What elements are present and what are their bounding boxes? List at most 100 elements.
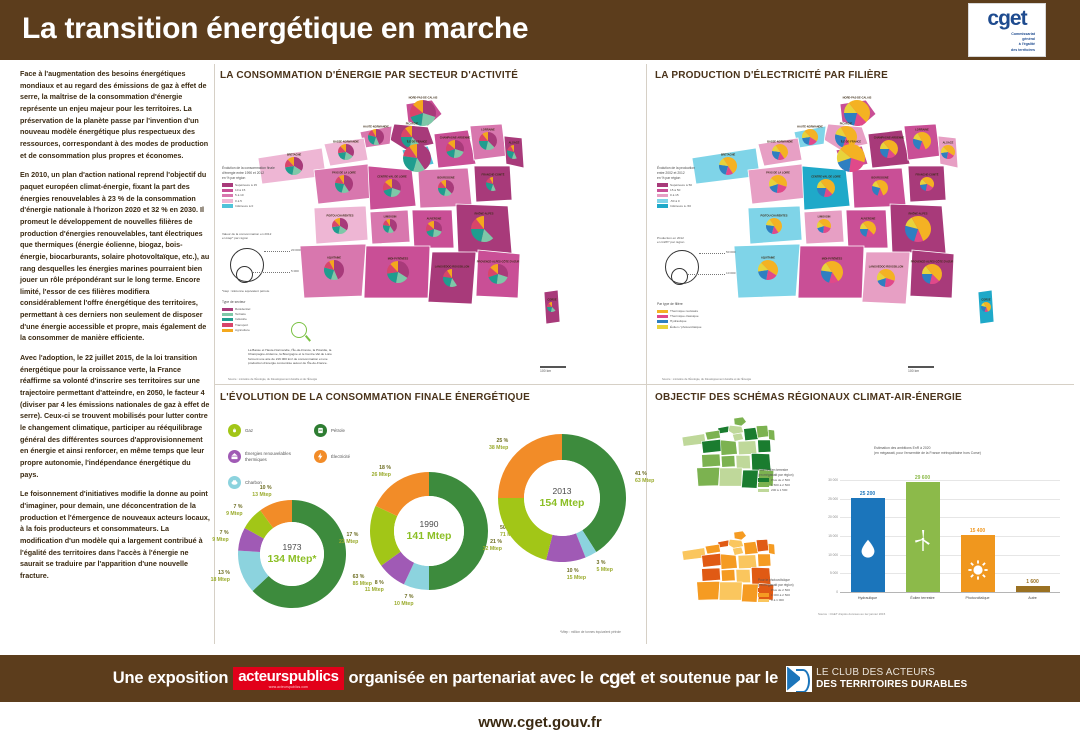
donut-slice-4[interactable] bbox=[375, 472, 429, 517]
bar-chart-srcae[interactable]: Estimation des ambitions EnR à 2020 (en … bbox=[818, 446, 1066, 626]
srcae-region--le-de-france[interactable] bbox=[732, 432, 744, 442]
srcae-region-aquitaine[interactable] bbox=[696, 466, 721, 487]
map-pie-midi-pyr-n-es[interactable] bbox=[821, 261, 843, 283]
srcae-region--le-de-france[interactable] bbox=[732, 546, 744, 556]
map-production-electricite[interactable]: NORD-PAS-DE-CALAIS PICARDIE HAUTE-NORMAN… bbox=[652, 86, 1072, 382]
map-pie-bourgogne[interactable] bbox=[438, 180, 454, 196]
map-pie-limousin[interactable] bbox=[817, 219, 831, 233]
map-pie-lorraine[interactable] bbox=[913, 132, 931, 150]
map-pie-bretagne[interactable] bbox=[719, 157, 737, 175]
map-pie-pays-de-la-loire[interactable] bbox=[335, 175, 353, 193]
map-pie-bretagne[interactable] bbox=[285, 157, 303, 175]
map-pie-basse-normandie[interactable] bbox=[338, 144, 354, 160]
acteurspublics-logo[interactable]: acteurspublics www.acteurspublics.com bbox=[233, 667, 344, 690]
map-pie-aquitaine[interactable] bbox=[324, 260, 345, 280]
srcae-region-pays-de-la-loire[interactable] bbox=[701, 438, 723, 454]
srcae-region-basse-normandie[interactable] bbox=[704, 429, 721, 441]
map-pie-provence-alpes-c-te-d-azur[interactable] bbox=[488, 264, 508, 284]
srcae-region-bourgogne[interactable] bbox=[737, 440, 758, 456]
donut-slice-1[interactable] bbox=[238, 550, 269, 591]
srcae-map-eolien[interactable] bbox=[660, 408, 810, 518]
srcae-region-limousin[interactable] bbox=[720, 569, 736, 582]
map-pie--le-de-france[interactable] bbox=[837, 144, 865, 172]
srcae-region-lorraine[interactable] bbox=[755, 538, 770, 553]
srcae-region-midi-pyr-n-es[interactable] bbox=[718, 581, 743, 601]
donut-slice-2[interactable] bbox=[546, 533, 586, 562]
donut-slice-0[interactable] bbox=[429, 472, 488, 590]
map-pie-centre-val-de-loire[interactable] bbox=[383, 179, 401, 197]
donut-slice-4[interactable] bbox=[498, 434, 562, 498]
map-pie-languedoc-roussillon[interactable] bbox=[877, 269, 895, 287]
map-pie-rh-ne-alpes[interactable] bbox=[905, 216, 931, 242]
map-pie-haute-normandie[interactable] bbox=[802, 129, 818, 145]
map-pie-auvergne[interactable] bbox=[426, 221, 442, 237]
map-pie-champagne-ardenne[interactable] bbox=[446, 140, 464, 158]
bar-photovolta-que[interactable] bbox=[960, 534, 995, 592]
donut-chart-1990[interactable]: 1990 141 Mtep 50 % 71 Mtep 7 % 10 Mtep 8… bbox=[339, 465, 519, 607]
srcae-region-bourgogne[interactable] bbox=[737, 554, 758, 570]
srcae-region-auvergne[interactable] bbox=[735, 455, 751, 470]
map-pie-limousin[interactable] bbox=[383, 219, 397, 233]
club-acteurs-logo[interactable]: LE CLUB DES ACTEURS DES TERRITOIRES DURA… bbox=[786, 665, 967, 692]
map-pie-bourgogne[interactable] bbox=[872, 180, 888, 196]
srcae-region-auvergne[interactable] bbox=[735, 569, 751, 584]
srcae-map-photovoltaique[interactable] bbox=[660, 522, 810, 632]
srcae-region-franche-comt-[interactable] bbox=[757, 439, 772, 453]
srcae-region-franche-comt-[interactable] bbox=[757, 553, 772, 567]
donut-slice-3[interactable] bbox=[370, 505, 401, 566]
srcae-region-pays-de-la-loire[interactable] bbox=[701, 552, 723, 568]
srcae-region-languedoc-roussillon[interactable] bbox=[741, 469, 759, 489]
donut-slice-2[interactable] bbox=[381, 551, 415, 585]
map-pie-franche-comt-[interactable] bbox=[920, 177, 934, 191]
srcae-region-alsace[interactable] bbox=[767, 429, 776, 442]
srcae-region-aquitaine[interactable] bbox=[696, 580, 721, 601]
map-consommation-energie[interactable]: NORD-PAS-DE-CALAIS PICARDIE HAUTE-NORMAN… bbox=[218, 86, 638, 382]
srcae-region-alsace[interactable] bbox=[767, 543, 776, 556]
map-pie-centre-val-de-loire[interactable] bbox=[817, 179, 835, 197]
map-pie--le-de-france[interactable] bbox=[403, 144, 431, 172]
srcae-region-poitou-charentes[interactable] bbox=[701, 453, 721, 468]
map-pie-auvergne[interactable] bbox=[860, 221, 876, 238]
srcae-region-lorraine[interactable] bbox=[755, 424, 770, 439]
map-pie-basse-normandie[interactable] bbox=[772, 144, 788, 160]
donut-slice-1[interactable] bbox=[403, 562, 429, 590]
map-pie-alsace[interactable] bbox=[941, 145, 955, 159]
map-pie-franche-comt-[interactable] bbox=[485, 177, 500, 191]
bar-autre[interactable] bbox=[1015, 586, 1050, 592]
map-pie-poitou-charentes[interactable] bbox=[332, 218, 348, 234]
map-pie-aquitaine[interactable] bbox=[758, 260, 778, 280]
srcae-region-champagne-ardenne[interactable] bbox=[743, 427, 759, 442]
donut-chart-1973[interactable]: 1973 134 Mtep* 63 % 85 Mtep 13 % 18 Mtep… bbox=[211, 485, 372, 608]
donut-slice-0[interactable] bbox=[252, 500, 346, 608]
map-pie-pays-de-la-loire[interactable] bbox=[769, 175, 787, 193]
map-pie-lorraine[interactable] bbox=[479, 132, 497, 150]
map-pie-alsace[interactable] bbox=[506, 145, 521, 159]
bar--olien-terrestre[interactable] bbox=[905, 481, 940, 592]
map-pie-rh-ne-alpes[interactable] bbox=[471, 216, 497, 242]
map-pie-provence-alpes-c-te-d-azur[interactable] bbox=[922, 264, 942, 284]
srcae-region-limousin[interactable] bbox=[720, 455, 736, 468]
srcae-region-basse-normandie[interactable] bbox=[704, 543, 721, 555]
map-pie-poitou-charentes[interactable] bbox=[766, 218, 782, 234]
srcae-region-centre-val-de-loire[interactable] bbox=[720, 553, 738, 570]
srcae-region-poitou-charentes[interactable] bbox=[701, 567, 721, 582]
map-pie-champagne-ardenne[interactable] bbox=[880, 140, 898, 158]
map-pie-languedoc-roussillon[interactable] bbox=[443, 269, 462, 287]
srcae-region-midi-pyr-n-es[interactable] bbox=[718, 467, 743, 487]
bar-hydraulique[interactable] bbox=[850, 497, 885, 592]
donut-chart-2013[interactable]: 2013 154 Mtep 41 % 63 Mtep 3 % 5 Mtep 10… bbox=[483, 434, 654, 581]
map-pie-nord-pas-de-calais[interactable] bbox=[410, 100, 436, 126]
srcae-region-centre-val-de-loire[interactable] bbox=[720, 439, 738, 456]
map-pie-nord-pas-de-calais[interactable] bbox=[844, 100, 870, 126]
map-pie-corse[interactable] bbox=[547, 302, 557, 312]
donut-slice-4[interactable] bbox=[260, 500, 292, 529]
srcae-region-champagne-ardenne[interactable] bbox=[743, 541, 759, 556]
donut-slice-3[interactable] bbox=[244, 510, 274, 539]
srcae-region-nord-pas-de-calais[interactable] bbox=[733, 530, 747, 541]
map-pie-haute-normandie[interactable] bbox=[368, 129, 384, 145]
map-pie-corse[interactable] bbox=[981, 302, 991, 312]
donut-slice-3[interactable] bbox=[498, 498, 553, 560]
map-pie-picardie[interactable] bbox=[835, 126, 857, 148]
donut-slice-1[interactable] bbox=[575, 530, 597, 558]
donut-slice-2[interactable] bbox=[238, 527, 264, 552]
